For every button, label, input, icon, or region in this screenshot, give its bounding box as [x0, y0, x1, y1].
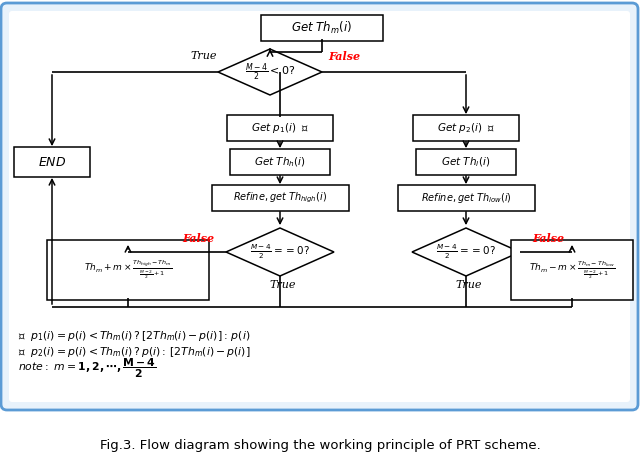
Text: $Refine, get\ Th_{low}(i)$: $Refine, get\ Th_{low}(i)$: [420, 191, 511, 205]
Text: $Th_m - m \times \frac{Th_m-Th_{low}}{\frac{M-2}{2}+1}$: $Th_m - m \times \frac{Th_m-Th_{low}}{\f…: [529, 259, 615, 281]
FancyBboxPatch shape: [211, 185, 349, 211]
Text: ②  $p_2(i) = p(i) < Th_m(i)\,?$$\,p(i):\,[2Th_m(i)-p(i)]$: ② $p_2(i) = p(i) < Th_m(i)\,?$$\,p(i):\,…: [18, 345, 250, 359]
Text: Fig.3. Flow diagram showing the working principle of PRT scheme.: Fig.3. Flow diagram showing the working …: [100, 439, 540, 452]
Polygon shape: [412, 228, 520, 276]
Text: False: False: [328, 50, 360, 61]
Text: False: False: [532, 233, 564, 244]
Text: $END$: $END$: [38, 156, 66, 169]
Text: False: False: [182, 233, 214, 244]
FancyBboxPatch shape: [416, 149, 516, 175]
Polygon shape: [218, 49, 322, 95]
Text: True: True: [456, 280, 483, 290]
FancyBboxPatch shape: [47, 240, 209, 300]
FancyBboxPatch shape: [230, 149, 330, 175]
Text: $\frac{M-4}{2}==0?$: $\frac{M-4}{2}==0?$: [436, 243, 496, 261]
FancyBboxPatch shape: [14, 147, 90, 177]
Text: $\frac{M-4}{2} < 0?$: $\frac{M-4}{2} < 0?$: [244, 61, 295, 83]
Text: True: True: [269, 280, 296, 290]
FancyBboxPatch shape: [9, 11, 630, 402]
Text: True: True: [191, 51, 217, 61]
Text: $Get\ p_2(i)$  ②: $Get\ p_2(i)$ ②: [436, 121, 495, 135]
FancyBboxPatch shape: [261, 15, 383, 41]
Text: $Get\ p_1(i)$  ①: $Get\ p_1(i)$ ①: [251, 121, 309, 135]
Text: ①  $p_1(i) = p(i) < Th_m(i)\,?$$\,[2Th_m(i)-p(i)]:\,p(i)$: ① $p_1(i) = p(i) < Th_m(i)\,?$$\,[2Th_m(…: [18, 329, 250, 343]
Text: $Refine, get\ Th_{high}(i)$: $Refine, get\ Th_{high}(i)$: [233, 191, 327, 205]
Text: $Get\ Th_h(i)$: $Get\ Th_h(i)$: [254, 155, 306, 169]
Text: $Th_m + m \times \frac{Th_{high}-Th_m}{\frac{M-2}{2}+1}$: $Th_m + m \times \frac{Th_{high}-Th_m}{\…: [84, 259, 172, 281]
FancyBboxPatch shape: [227, 115, 333, 141]
Text: $\frac{M-4}{2}==0?$: $\frac{M-4}{2}==0?$: [250, 243, 310, 261]
FancyBboxPatch shape: [397, 185, 534, 211]
FancyBboxPatch shape: [1, 3, 638, 410]
Text: $Get\ Th_m(i)$: $Get\ Th_m(i)$: [291, 20, 353, 36]
Polygon shape: [226, 228, 334, 276]
Text: $\mathit{note}$$\mathit{:}\ m = \mathbf{1,2,\cdots,}$$\mathbf{\dfrac{M-4}{2}}$: $\mathit{note}$$\mathit{:}\ m = \mathbf{…: [18, 356, 156, 380]
FancyBboxPatch shape: [413, 115, 519, 141]
Text: $Get\ Th_l(i)$: $Get\ Th_l(i)$: [442, 155, 491, 169]
FancyBboxPatch shape: [511, 240, 633, 300]
